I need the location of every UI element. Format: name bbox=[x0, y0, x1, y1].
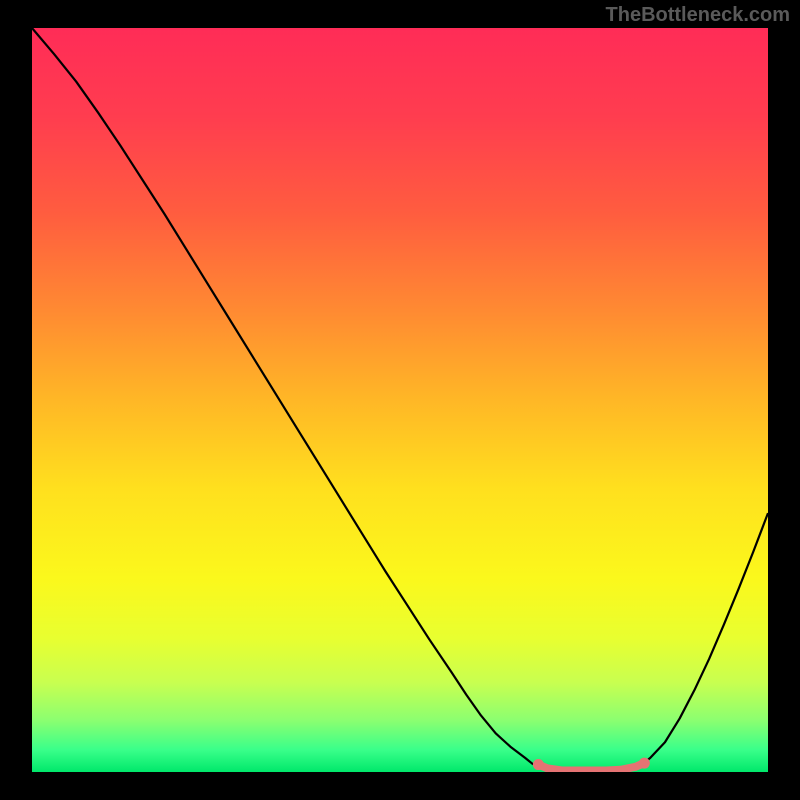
plot-background-gradient bbox=[32, 28, 768, 772]
bottleneck-chart bbox=[0, 0, 800, 800]
chart-container: TheBottleneck.com bbox=[0, 0, 800, 800]
optimal-range-end-marker bbox=[639, 758, 650, 769]
optimal-range-start-marker bbox=[533, 759, 544, 770]
